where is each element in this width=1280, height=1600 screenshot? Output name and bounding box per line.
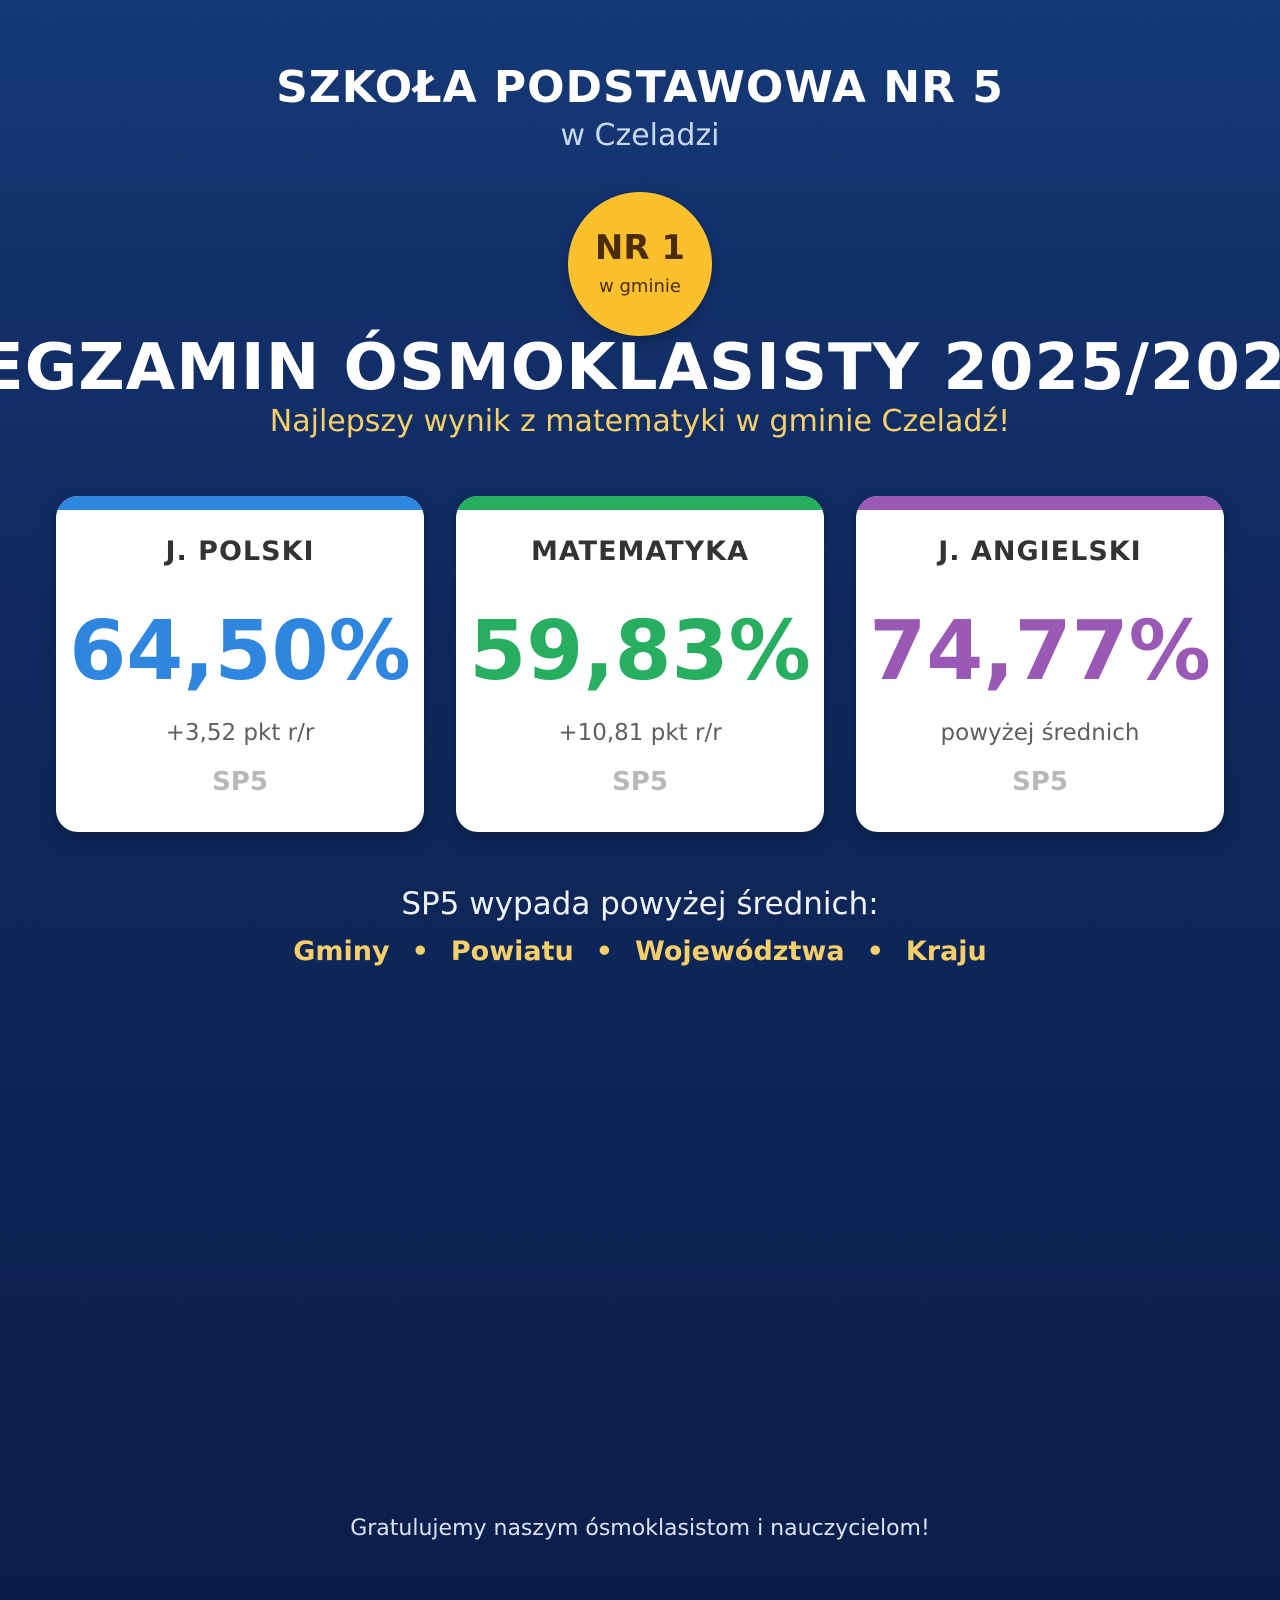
bullet-separator: • <box>866 936 884 967</box>
exam-title: EGZAMIN ÓSMOKLASISTY 2025/2026 <box>0 331 1280 405</box>
card-score: 59,83% <box>469 604 811 699</box>
exam-subtitle: Najlepszy wynik z matematyki w gminie Cz… <box>269 404 1011 439</box>
card-score: 64,50% <box>69 604 411 699</box>
school-location: w Czeladzi <box>560 118 720 153</box>
card-school-tag: SP5 <box>1012 767 1068 797</box>
summary-text: SP5 wypada powyżej średnich: <box>401 886 879 922</box>
card-change: +10,81 pkt r/r <box>558 720 722 746</box>
card-subject: J. ANGIELSKI <box>938 536 1142 567</box>
summary-item: Województwa <box>635 936 845 967</box>
summary-item: Gminy <box>293 936 390 967</box>
bullet-separator: • <box>595 936 614 967</box>
card-change: powyżej średnich <box>940 720 1140 746</box>
school-name: SZKOŁA PODSTAWOWA NR 5 <box>276 62 1004 113</box>
rank-badge-main: NR 1 <box>594 228 686 268</box>
results-cards: J. POLSKI 64,50% +3,52 pkt r/r SP5 MATEM… <box>56 496 1224 832</box>
rank-badge-sub: w gminie <box>599 276 681 297</box>
card-change: +3,52 pkt r/r <box>165 720 315 746</box>
summary-item: Powiatu <box>450 936 574 967</box>
card-accent-bar <box>456 496 824 510</box>
card-subject: J. POLSKI <box>165 536 315 567</box>
summary-item: Kraju <box>905 936 987 967</box>
card-score: 74,77% <box>869 604 1211 699</box>
rank-badge: NR 1 w gminie <box>568 192 712 336</box>
summary-list: Gminy • Powiatu • Województwa • Kraju <box>0 934 1280 970</box>
card-school-tag: SP5 <box>212 767 268 797</box>
card-accent-bar <box>856 496 1224 510</box>
bullet-separator: • <box>411 936 429 967</box>
result-card-english: J. ANGIELSKI 74,77% powyżej średnich SP5 <box>856 496 1224 832</box>
result-card-polish: J. POLSKI 64,50% +3,52 pkt r/r SP5 <box>56 496 424 832</box>
card-subject: MATEMATYKA <box>531 536 749 567</box>
result-card-math: MATEMATYKA 59,83% +10,81 pkt r/r SP5 <box>456 496 824 832</box>
footer-text: Gratulujemy naszym ósmoklasistom i naucz… <box>350 1516 930 1541</box>
card-accent-bar <box>56 496 424 510</box>
card-school-tag: SP5 <box>612 767 668 797</box>
